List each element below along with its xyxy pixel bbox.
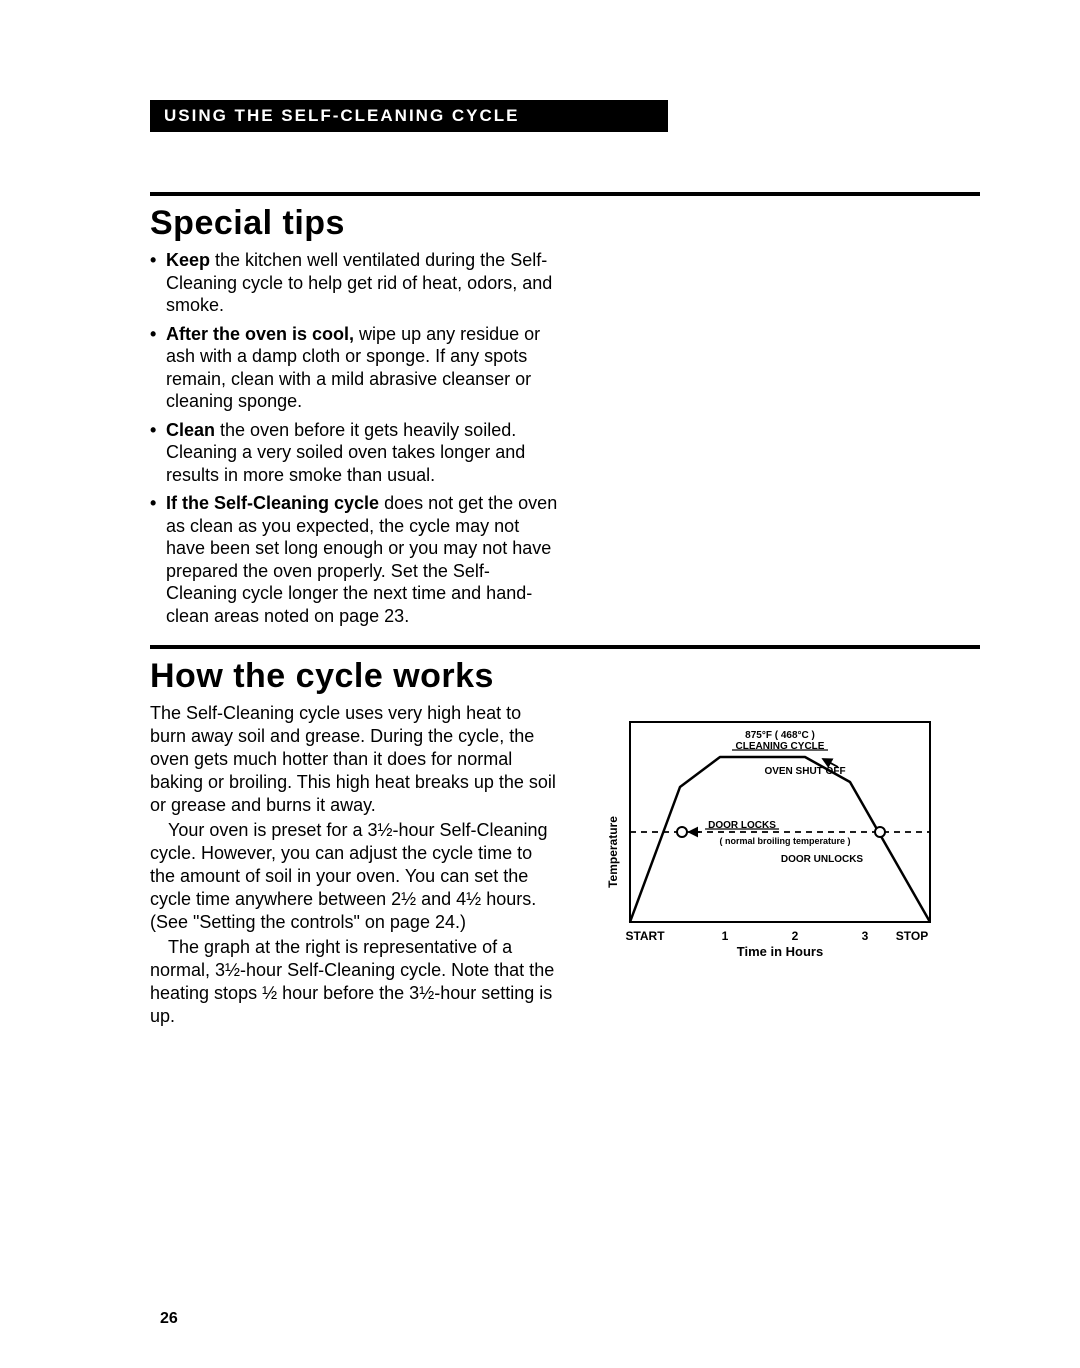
section-header-bar: USING THE SELF-CLEANING CYCLE: [150, 100, 668, 132]
paragraph: The graph at the right is representative…: [150, 936, 560, 1028]
svg-text:START: START: [625, 929, 665, 943]
svg-text:DOOR UNLOCKS: DOOR UNLOCKS: [781, 854, 864, 865]
tip-text: the oven before it gets heavily soiled. …: [166, 420, 525, 485]
svg-text:( normal broiling temperature: ( normal broiling temperature ): [719, 836, 850, 846]
svg-text:3: 3: [862, 929, 869, 943]
list-item: After the oven is cool, wipe up any resi…: [150, 323, 560, 413]
list-item: If the Self-Cleaning cycle does not get …: [150, 492, 560, 627]
page-number: 26: [160, 1310, 980, 1328]
tip-bold: After the oven is cool,: [166, 324, 354, 344]
paragraph: The Self-Cleaning cycle uses very high h…: [150, 702, 560, 817]
svg-text:2: 2: [792, 929, 799, 943]
horizontal-rule: [150, 645, 980, 649]
list-item: Keep the kitchen well ventilated during …: [150, 249, 560, 317]
svg-text:875°F ( 468°C ): 875°F ( 468°C ): [745, 730, 815, 741]
special-tips-heading: Special tips: [150, 204, 980, 243]
tip-bold: Clean: [166, 420, 215, 440]
how-cycle-body: The Self-Cleaning cycle uses very high h…: [150, 702, 560, 1030]
how-cycle-heading: How the cycle works: [150, 657, 980, 696]
section-header-text: USING THE SELF-CLEANING CYCLE: [164, 106, 520, 125]
svg-text:CLEANING CYCLE: CLEANING CYCLE: [736, 741, 825, 752]
svg-text:DOOR LOCKS: DOOR LOCKS: [708, 820, 776, 831]
tips-list: Keep the kitchen well ventilated during …: [150, 249, 560, 627]
list-item: Clean the oven before it gets heavily so…: [150, 419, 560, 487]
how-cycle-section: How the cycle works The Self-Cleaning cy…: [150, 645, 980, 1030]
svg-text:STOP: STOP: [896, 929, 928, 943]
cycle-temperature-chart: Temperature Time in Hours START 1 2 3 STOP 875°…: [590, 712, 940, 962]
horizontal-rule: [150, 192, 980, 196]
svg-text:Time in Hours: Time in Hours: [737, 944, 823, 959]
tip-text: the kitchen well ventilated during the S…: [166, 250, 552, 315]
paragraph: Your oven is preset for a 3½-hour Self-C…: [150, 819, 560, 934]
svg-text:Temperature: Temperature: [606, 816, 620, 888]
tip-bold: If the Self-Cleaning cycle: [166, 493, 379, 513]
svg-text:OVEN SHUT OFF: OVEN SHUT OFF: [764, 766, 845, 777]
special-tips-section: Special tips Keep the kitchen well venti…: [150, 192, 980, 627]
tip-bold: Keep: [166, 250, 210, 270]
svg-text:1: 1: [722, 929, 729, 943]
